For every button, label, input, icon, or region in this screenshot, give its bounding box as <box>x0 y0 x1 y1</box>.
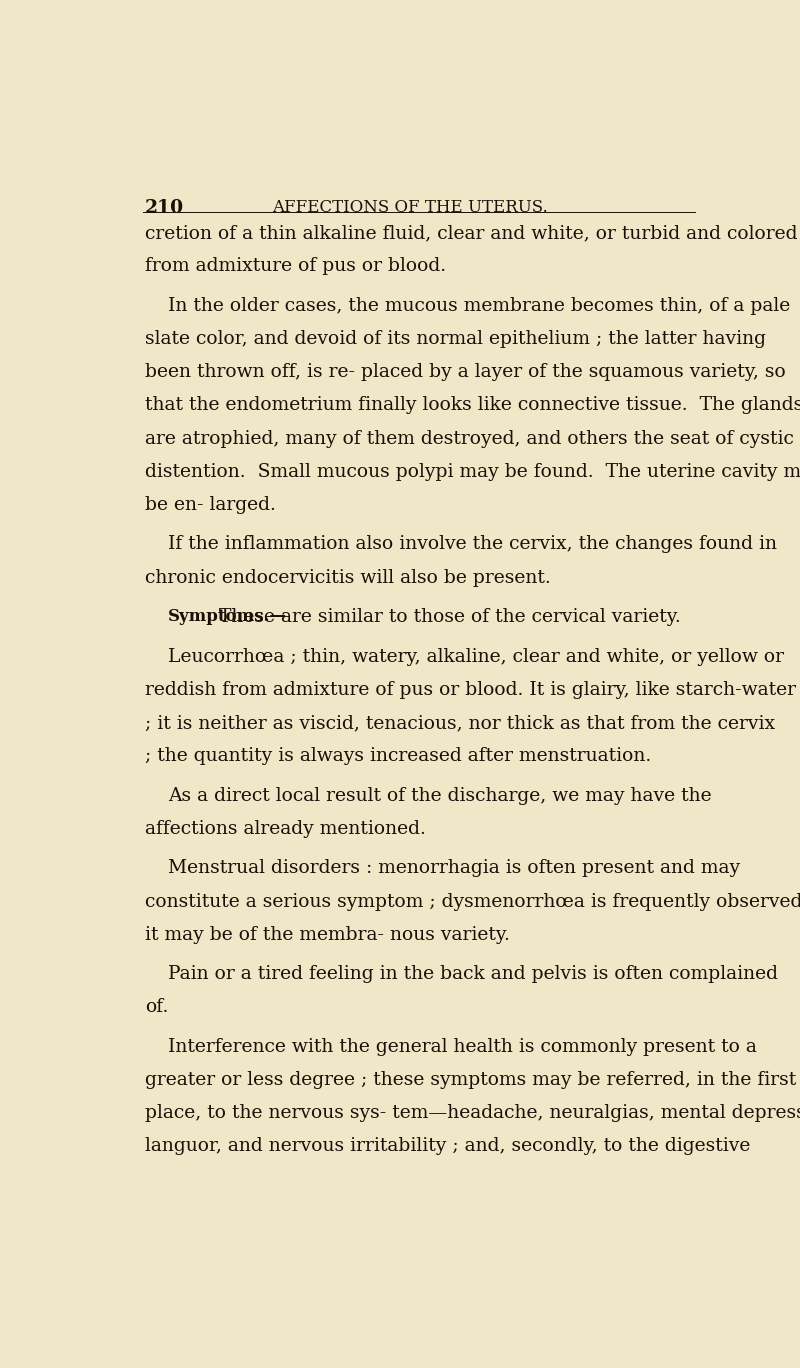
Text: These are similar to those of the cervical variety.: These are similar to those of the cervic… <box>219 609 681 627</box>
Text: affections already mentioned.: affections already mentioned. <box>145 819 426 837</box>
Text: ; the quantity is always increased after menstruation.: ; the quantity is always increased after… <box>145 747 651 765</box>
Text: As a direct local result of the discharge, we may have the: As a direct local result of the discharg… <box>168 787 712 804</box>
Text: that the endometrium finally looks like connective tissue.  The glands: that the endometrium finally looks like … <box>145 397 800 415</box>
Text: be en- larged.: be en- larged. <box>145 497 275 514</box>
Text: languor, and nervous irritability ; and, secondly, to the digestive: languor, and nervous irritability ; and,… <box>145 1137 750 1156</box>
Text: are atrophied, many of them destroyed, and others the seat of cystic: are atrophied, many of them destroyed, a… <box>145 430 794 447</box>
Text: from admixture of pus or blood.: from admixture of pus or blood. <box>145 257 446 275</box>
Text: it may be of the membra- nous variety.: it may be of the membra- nous variety. <box>145 926 510 944</box>
Text: Interference with the general health is commonly present to a: Interference with the general health is … <box>168 1038 757 1056</box>
Text: been thrown off, is re- placed by a layer of the squamous variety, so: been thrown off, is re- placed by a laye… <box>145 364 786 382</box>
Text: Menstrual disorders : menorrhagia is often present and may: Menstrual disorders : menorrhagia is oft… <box>168 859 740 877</box>
Text: slate color, and devoid of its normal epithelium ; the latter having: slate color, and devoid of its normal ep… <box>145 330 766 347</box>
Text: If the inflammation also involve the cervix, the changes found in: If the inflammation also involve the cer… <box>168 535 778 554</box>
Text: greater or less degree ; these symptoms may be referred, in the first: greater or less degree ; these symptoms … <box>145 1071 796 1089</box>
Text: constitute a serious symptom ; dysmenorrhœa is frequently observed, and: constitute a serious symptom ; dysmenorr… <box>145 892 800 911</box>
Text: distention.  Small mucous polypi may be found.  The uterine cavity may: distention. Small mucous polypi may be f… <box>145 462 800 480</box>
Text: Leucorrhœa ; thin, watery, alkaline, clear and white, or yellow or: Leucorrhœa ; thin, watery, alkaline, cle… <box>168 647 784 666</box>
Text: 210: 210 <box>145 198 184 218</box>
Text: place, to the nervous sys- tem—headache, neuralgias, mental depression,: place, to the nervous sys- tem—headache,… <box>145 1104 800 1122</box>
Text: reddish from admixture of pus or blood. It is glairy, like starch-water: reddish from admixture of pus or blood. … <box>145 681 796 699</box>
Text: Symptoms.—: Symptoms.— <box>168 609 287 625</box>
Text: of.: of. <box>145 999 168 1016</box>
Text: AFFECTIONS OF THE UTERUS.: AFFECTIONS OF THE UTERUS. <box>272 198 548 216</box>
Text: In the older cases, the mucous membrane becomes thin, of a pale: In the older cases, the mucous membrane … <box>168 297 790 315</box>
Text: Pain or a tired feeling in the back and pelvis is often complained: Pain or a tired feeling in the back and … <box>168 966 778 984</box>
Text: ; it is neither as viscid, tenacious, nor thick as that from the cervix: ; it is neither as viscid, tenacious, no… <box>145 714 774 732</box>
Text: chronic endocervicitis will also be present.: chronic endocervicitis will also be pres… <box>145 569 550 587</box>
Text: cretion of a thin alkaline fluid, clear and white, or turbid and colored: cretion of a thin alkaline fluid, clear … <box>145 224 797 242</box>
